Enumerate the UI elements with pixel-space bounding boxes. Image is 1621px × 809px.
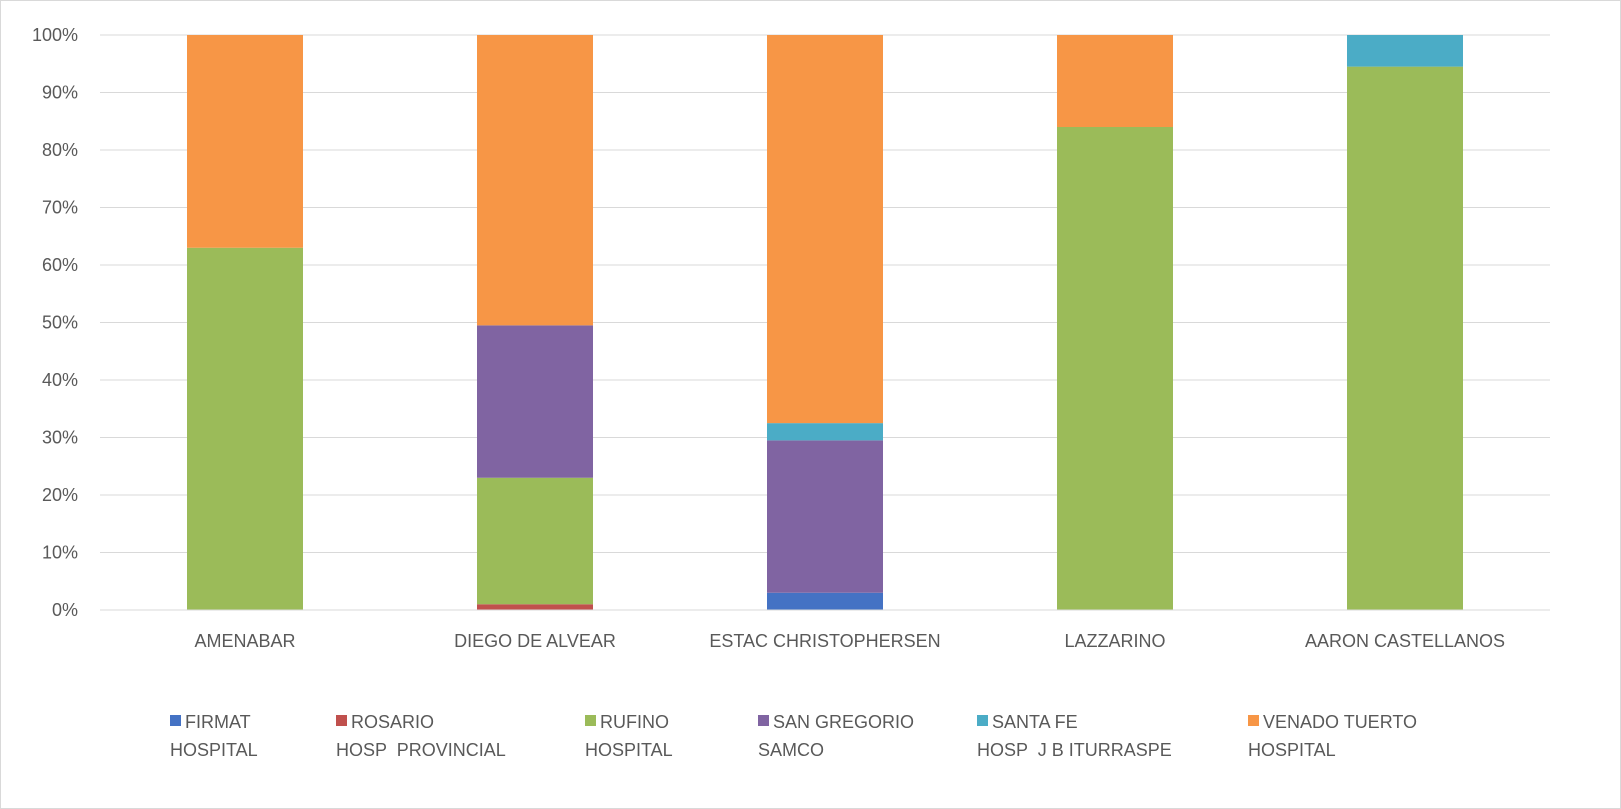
y-tick-label: 20% [42,485,78,505]
bar-segment [187,247,303,610]
legend: FIRMAT HOSPITAL ROSARIO HOSP PROVINCIAL RUFI… [170,712,1417,760]
legend-item: ROSARIO HOSP PROVINCIAL [336,712,506,760]
bar-segment [1057,127,1173,610]
bar-stack [477,35,593,610]
bar-segment [767,592,883,610]
legend-label: HOSP PROVINCIAL [336,740,506,760]
legend-item: SANTA FE HOSP J B ITURRASPE [977,712,1172,760]
x-tick-label: LAZZARINO [1064,631,1165,651]
legend-item: VENADO TUERTO HOSPITAL [1248,712,1417,760]
legend-swatch [336,715,347,726]
x-tick-label: ESTAC CHRISTOPHERSEN [709,631,940,651]
y-tick-label: 60% [42,255,78,275]
bar-segment [477,325,593,478]
y-tick-label: 90% [42,83,78,103]
legend-label: FIRMAT [185,712,251,732]
bar-segment [477,604,593,610]
legend-label: SAN GREGORIO [773,712,914,732]
y-axis-tick-labels: 0% 10% 20% 30% 40% 50% 60% 70% 80% 90% 100% [32,25,78,620]
y-tick-label: 70% [42,198,78,218]
legend-item: SAN GREGORIO SAMCO [758,712,914,760]
x-tick-label: DIEGO DE ALVEAR [454,631,616,651]
bar-segment [767,440,883,593]
bar-segment [767,423,883,441]
legend-label: HOSPITAL [585,740,673,760]
x-tick-label: AMENABAR [194,631,295,651]
y-tick-label: 80% [42,140,78,160]
legend-item: FIRMAT HOSPITAL [170,712,258,760]
bar-stack [1057,35,1173,610]
legend-label: ROSARIO [351,712,434,732]
bar-stack [1347,35,1463,610]
bar-segment [1347,35,1463,67]
bar-segment [767,35,883,424]
legend-swatch [758,715,769,726]
legend-label: HOSP J B ITURRASPE [977,740,1172,760]
bar-segment [1347,66,1463,610]
y-tick-label: 30% [42,428,78,448]
legend-swatch [585,715,596,726]
bar-segment [1057,35,1173,127]
bar-segment [477,477,593,605]
bar-segment [187,35,303,248]
legend-item: RUFINO HOSPITAL [585,712,673,760]
y-tick-label: 10% [42,543,78,563]
x-tick-label: AARON CASTELLANOS [1305,631,1505,651]
y-tick-label: 0% [52,600,78,620]
legend-swatch [1248,715,1259,726]
legend-label: SANTA FE [992,712,1078,732]
legend-label: HOSPITAL [170,740,258,760]
y-tick-label: 50% [42,313,78,333]
y-tick-label: 100% [32,25,78,45]
legend-label: SAMCO [758,740,824,760]
bar-segment [477,35,593,326]
bar-stack [767,35,883,610]
bars [187,35,1463,610]
legend-label: HOSPITAL [1248,740,1336,760]
x-axis: AMENABAR DIEGO DE ALVEAR ESTAC CHRISTOPHER… [100,609,1550,651]
legend-label: VENADO TUERTO [1263,712,1417,732]
legend-label: RUFINO [600,712,669,732]
y-tick-label: 40% [42,370,78,390]
legend-swatch [977,715,988,726]
legend-swatch [170,715,181,726]
bar-stack [187,35,303,610]
